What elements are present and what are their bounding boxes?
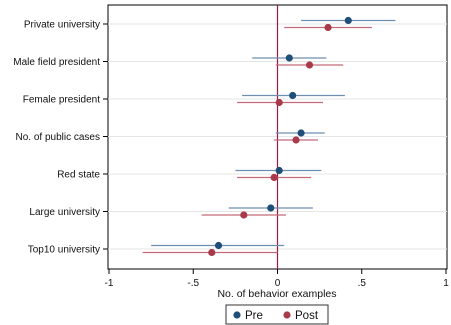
pre-point: [267, 204, 275, 212]
pre-point: [275, 166, 283, 175]
pre-point: [285, 54, 293, 62]
post-point: [270, 173, 278, 182]
y-tick-label: Large university: [29, 207, 100, 218]
x-tick-label: .5: [358, 278, 367, 289]
legend: Pre Post: [225, 304, 329, 325]
legend-marker-post: [283, 311, 291, 319]
legend-label-pre: Pre: [245, 310, 263, 322]
y-tick-label: Red state: [57, 170, 100, 181]
y-tick-label: Private university: [24, 20, 100, 31]
pre-point: [289, 91, 297, 100]
post-point: [240, 211, 248, 219]
post-point: [275, 98, 283, 107]
x-axis-title: No. of behavior examples: [217, 288, 336, 300]
y-axis-labels: Private university Male field president Fe…: [13, 20, 108, 256]
y-tick-label: Female president: [23, 95, 100, 106]
x-tick-label: -.5: [187, 278, 199, 289]
legend-box: [225, 304, 329, 325]
x-tick-label: 0: [275, 278, 281, 289]
legend-marker-pre: [233, 311, 241, 319]
series-marks: [142, 16, 396, 257]
legend-label-post: Post: [295, 310, 319, 322]
y-tick-label: No. of public cases: [16, 132, 101, 143]
x-tick-label: 1: [443, 278, 449, 289]
post-point: [208, 248, 216, 257]
pre-point: [214, 241, 223, 250]
y-tick-label: Male field president: [13, 57, 100, 68]
y-tick-label: Top10 university: [28, 245, 100, 256]
pre-point: [297, 129, 305, 137]
post-point: [292, 136, 300, 144]
x-tick-label: -1: [105, 278, 114, 289]
post-point: [324, 23, 332, 32]
pre-point: [344, 16, 352, 25]
x-axis-ticks: -1 -.5 0 .5 1: [105, 269, 449, 289]
post-point: [305, 61, 314, 69]
